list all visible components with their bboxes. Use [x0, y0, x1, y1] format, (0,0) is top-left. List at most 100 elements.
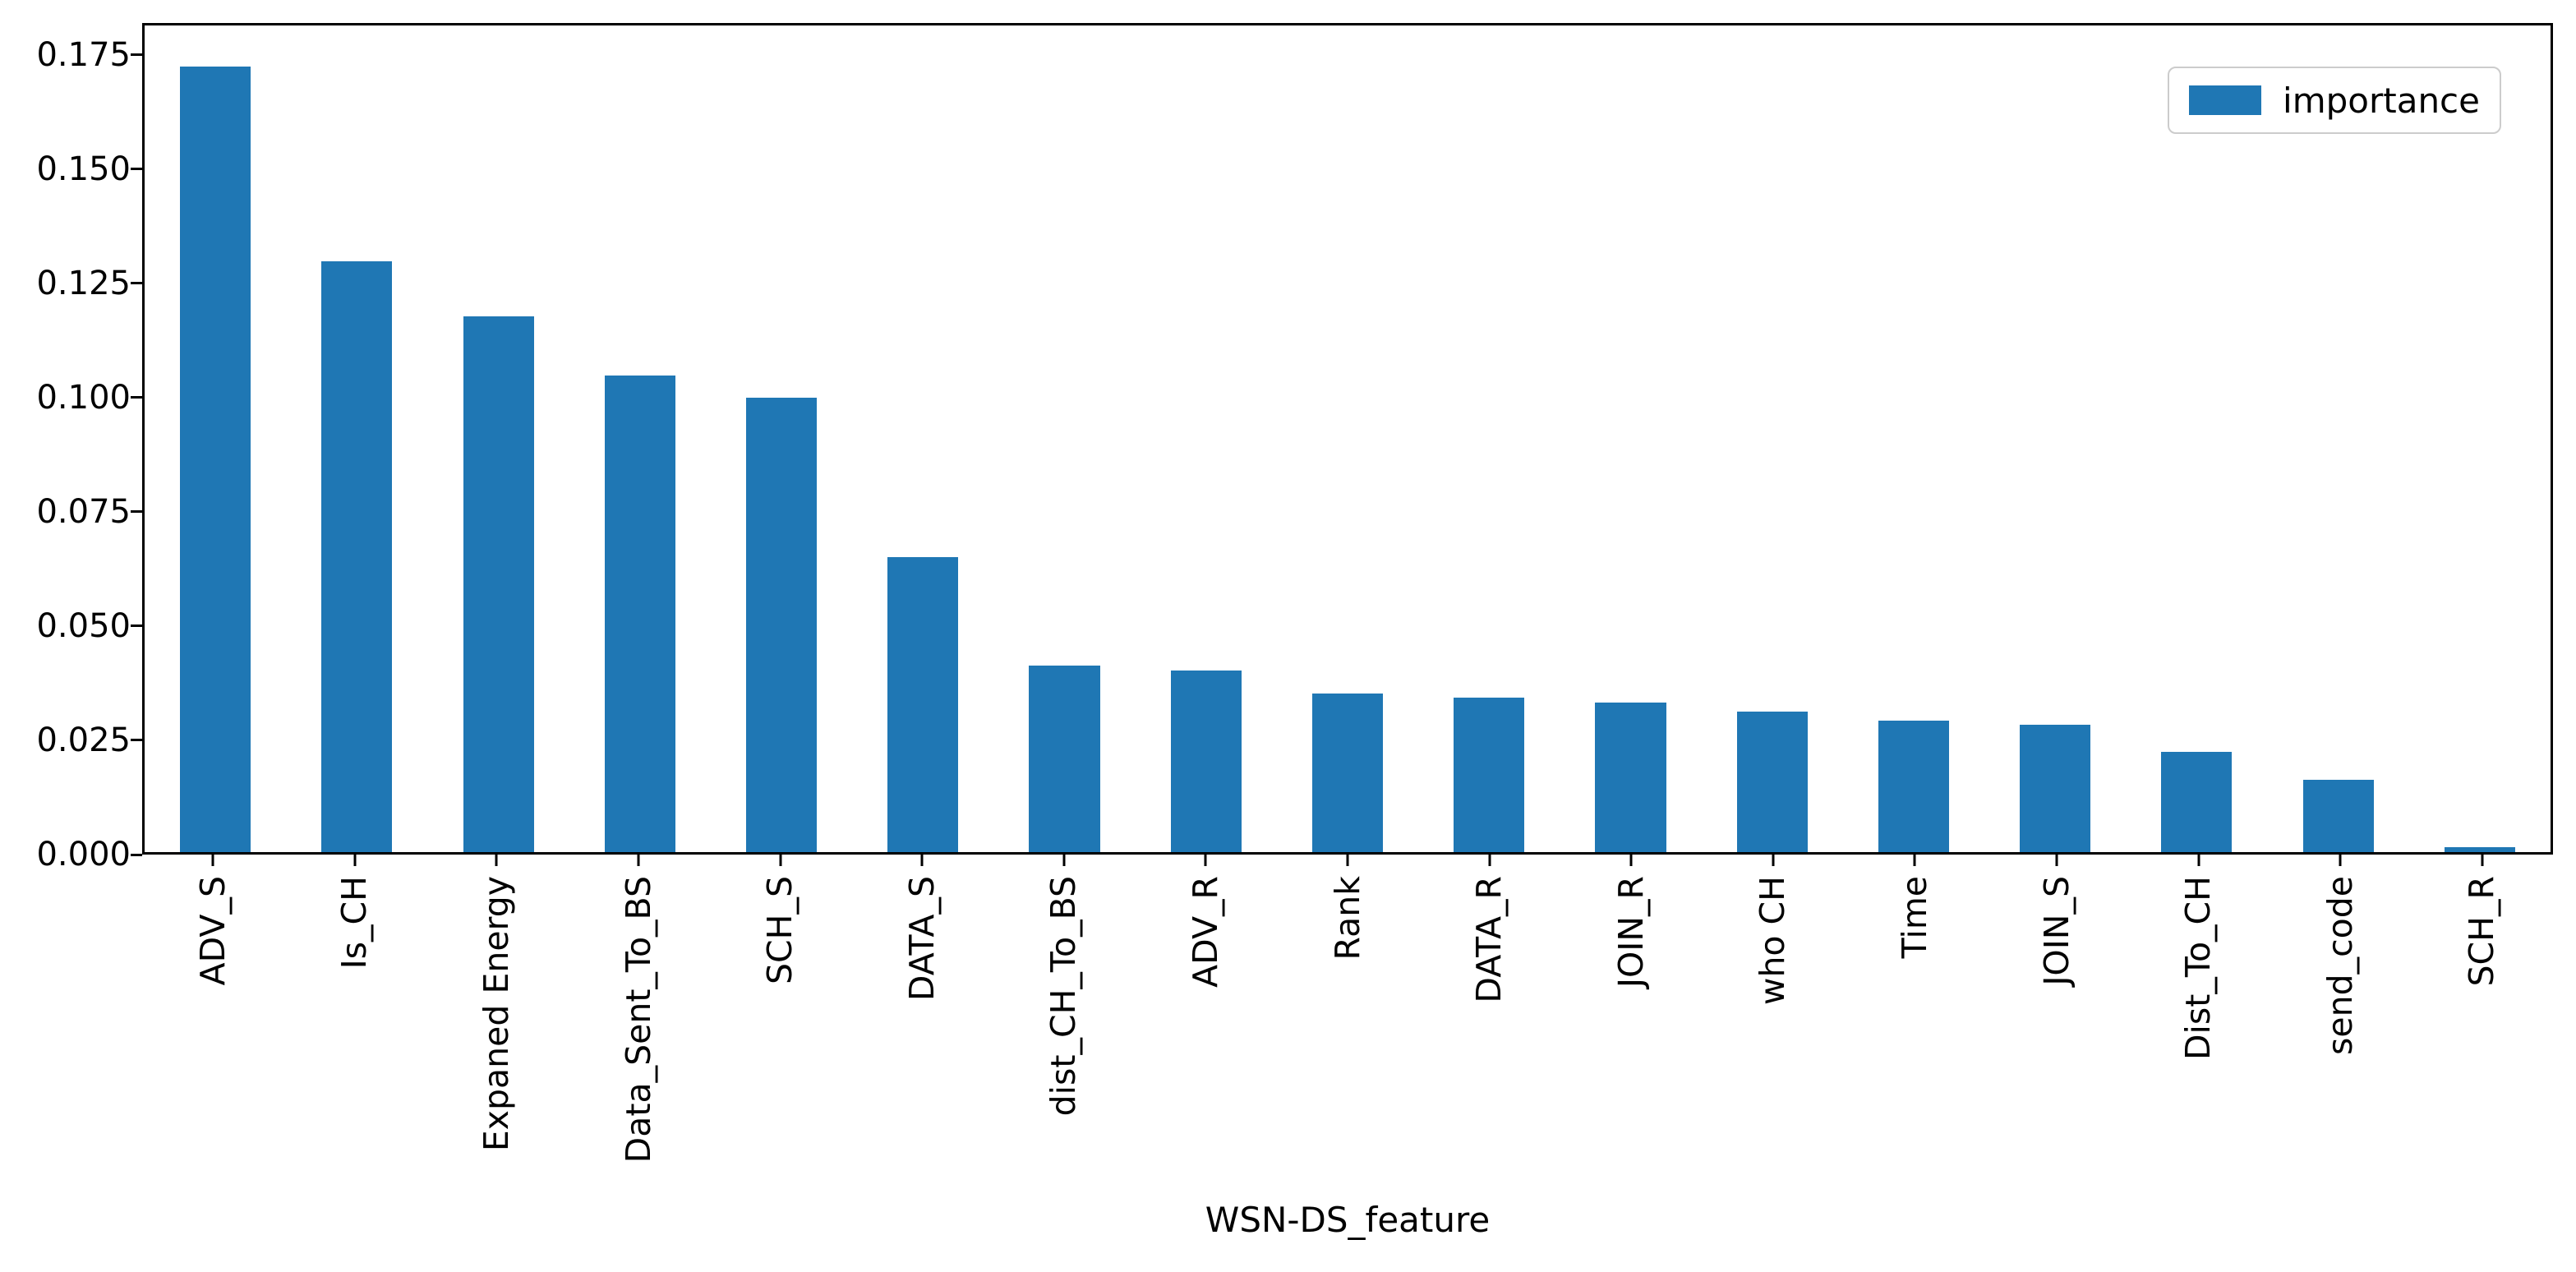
x-tick-label-slot: SCH_S [709, 876, 851, 1205]
x-tick-label: DATA_R [1469, 876, 1509, 1003]
x-tick-label: Dist_To_CH [2178, 876, 2219, 1061]
bar-slot [1277, 25, 1418, 852]
x-tick-mark [1629, 855, 1633, 866]
x-tick-label: SCH_S [760, 876, 800, 985]
x-tick-label-slot: JOIN_S [1986, 876, 2128, 1205]
x-tick-mark [2197, 855, 2200, 866]
bar-slot [711, 25, 852, 852]
bar [604, 375, 675, 852]
y-tick-label: 0.075 [36, 492, 131, 531]
y-tick-mark [131, 396, 142, 399]
bar [1029, 666, 1100, 852]
y-tick-label: 0.150 [36, 150, 131, 188]
bar [2444, 847, 2515, 852]
bar [746, 398, 818, 852]
y-tick-label: 0.000 [36, 836, 131, 873]
x-tick-mark [779, 855, 782, 866]
bar [1595, 702, 1666, 852]
x-tick-mark [353, 855, 357, 866]
x-tick-label: Data_Sent_To_BS [618, 876, 658, 1164]
x-tick-label: send_code [2320, 876, 2360, 1055]
x-tick-label-slot: DATA_S [851, 876, 993, 1205]
y-tick-label: 0.025 [36, 721, 131, 759]
y-tick-mark [131, 282, 142, 285]
plot-area: importance [142, 23, 2553, 855]
x-tick-mark [2055, 855, 2058, 866]
x-tick-label-slot: ADV_S [142, 876, 284, 1205]
bar-slot [1560, 25, 1701, 852]
x-axis-title: WSN-DS_feature [1205, 1200, 1491, 1240]
bar-slot [427, 25, 569, 852]
x-tick-label-slot: Data_Sent_To_BS [568, 876, 710, 1205]
x-tick-label: Is_CH [334, 876, 375, 970]
x-tick-label-slot: SCH_R [2412, 876, 2554, 1205]
bar [1311, 693, 1384, 852]
x-tick-mark [2481, 855, 2484, 866]
y-tick-label: 0.125 [36, 264, 131, 302]
bar-slot [145, 25, 286, 852]
x-tick-label: ADV_S [192, 876, 233, 986]
x-tick-label-slot: Rank [1277, 876, 1419, 1205]
bar-slot [2268, 25, 2409, 852]
x-tick-label-slot: JOIN_R [1560, 876, 1703, 1205]
x-tick-label-slot: Time [1844, 876, 1986, 1205]
legend-swatch-importance [2189, 85, 2262, 115]
legend: importance [2168, 67, 2501, 134]
x-tick-label-slot: Expaned Energy [426, 876, 568, 1205]
x-tick-label-slot: send_code [2270, 876, 2412, 1205]
x-tick-label: JOIN_S [2036, 876, 2076, 986]
bar [1878, 720, 1949, 852]
x-tick-mark [1204, 855, 1207, 866]
bar [1170, 670, 1242, 852]
x-tick-mark [1062, 855, 1066, 866]
bar-slot [1984, 25, 2126, 852]
bar-slot [1136, 25, 1277, 852]
y-tick-label: 0.050 [36, 606, 131, 645]
y-tick-mark [131, 168, 142, 171]
bar [2020, 725, 2091, 852]
x-tick-label-slot: Dist_To_CH [2127, 876, 2270, 1205]
bar-slot [286, 25, 427, 852]
x-tick-label: who CH [1753, 876, 1793, 1006]
x-tick-label-slot: ADV_R [1135, 876, 1277, 1205]
bar-slot [2126, 25, 2267, 852]
x-tick-label-slot: Is_CH [284, 876, 426, 1205]
y-tick-label: 0.100 [36, 378, 131, 417]
y-tick-mark [131, 739, 142, 742]
bar-slot [852, 25, 993, 852]
legend-label: importance [2283, 80, 2480, 121]
bar [2302, 779, 2374, 852]
bar-slot [993, 25, 1135, 852]
x-axis-tick-labels: ADV_S Is_CH Expaned Energy Data_Sent_To_BS S… [142, 876, 2553, 1205]
bar [1736, 711, 1808, 852]
x-tick-label: SCH_R [2462, 876, 2502, 987]
x-tick-mark [920, 855, 924, 866]
bar [321, 261, 393, 852]
x-tick-mark [1346, 855, 1349, 866]
x-tick-mark [1488, 855, 1491, 866]
bar-slot [2409, 25, 2551, 852]
y-tick-label: 0.175 [36, 35, 131, 74]
x-tick-label-slot: dist_CH_To_BS [993, 876, 1136, 1205]
bar [180, 66, 251, 852]
bar [887, 556, 959, 852]
x-axis-tick-marks [142, 855, 2553, 868]
x-tick-mark [2339, 855, 2342, 866]
x-tick-label: Time [1894, 876, 1934, 959]
bar-slot [569, 25, 711, 852]
y-tick-mark [131, 510, 142, 514]
x-tick-label-slot: who CH [1703, 876, 1845, 1205]
bar-slot [1702, 25, 1843, 852]
x-tick-label-slot: DATA_R [1418, 876, 1560, 1205]
y-tick-mark [131, 624, 142, 628]
x-tick-label: JOIN_R [1611, 876, 1651, 989]
x-tick-mark [495, 855, 498, 866]
bar [463, 316, 534, 852]
bar-slot [1843, 25, 1984, 852]
bars-container [145, 25, 2551, 852]
x-tick-label: Expaned Energy [476, 876, 516, 1152]
x-tick-label: dist_CH_To_BS [1044, 876, 1084, 1117]
x-tick-label: DATA_S [901, 876, 942, 1002]
x-tick-mark [211, 855, 214, 866]
